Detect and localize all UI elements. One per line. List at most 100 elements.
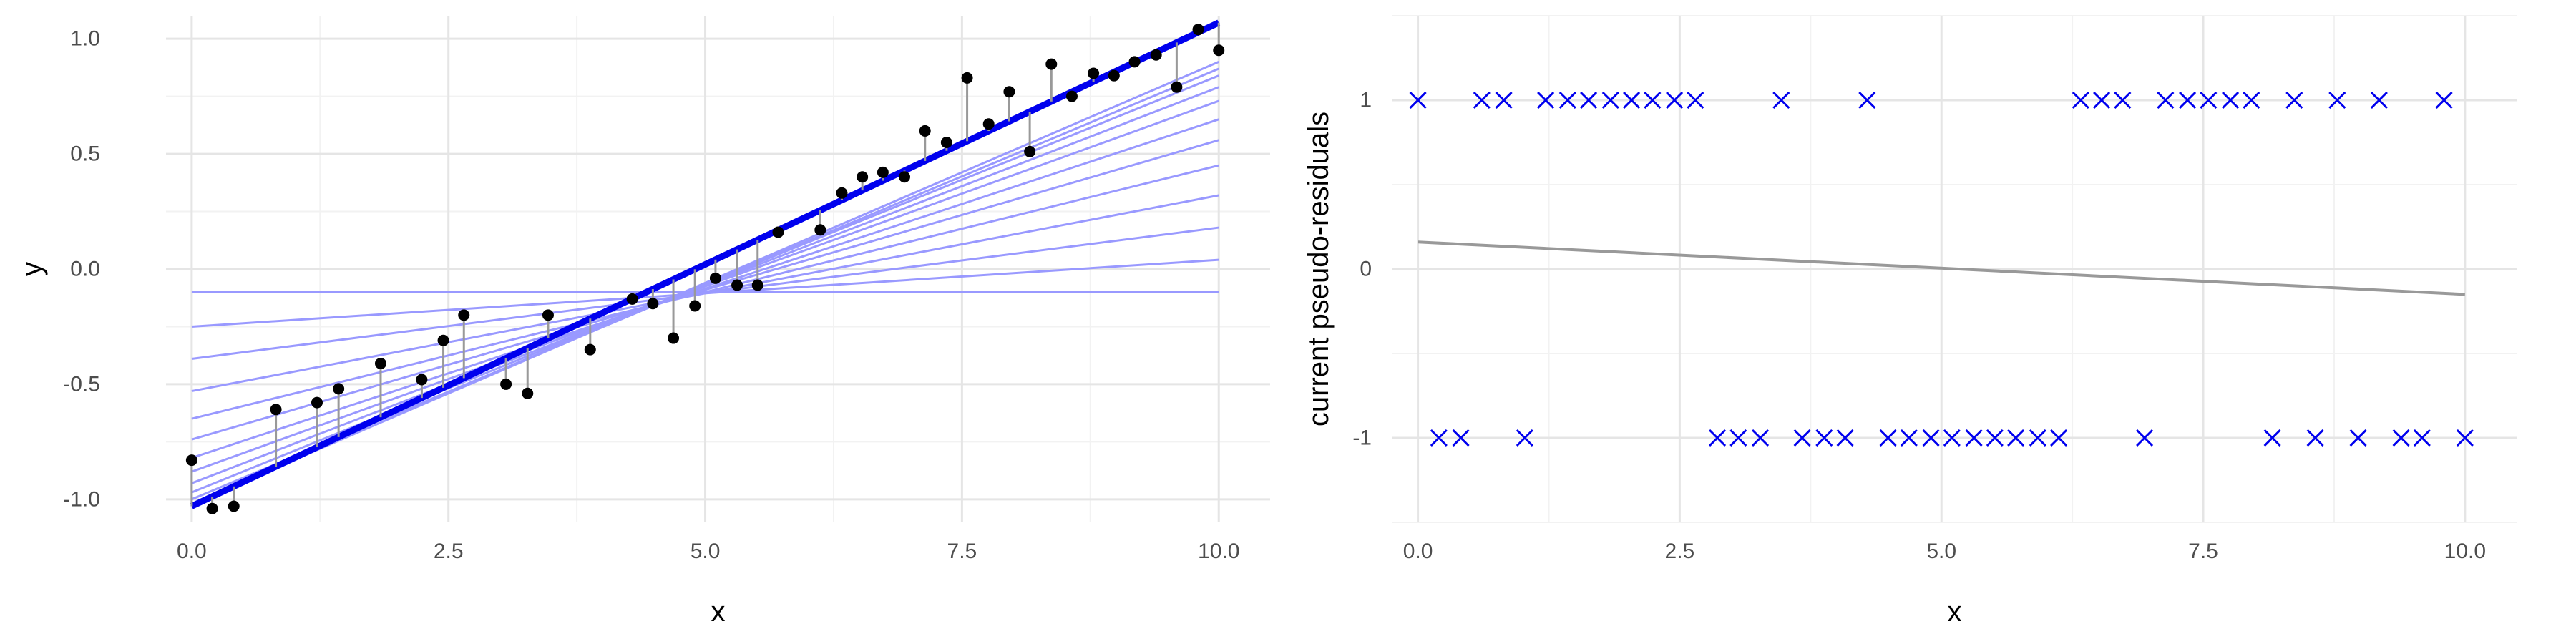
residual-point [1922,429,1940,447]
residual-point [2050,429,2068,447]
left-y-tick-label: 0.0 [70,258,100,281]
residual-point [1900,429,1918,447]
data-point [437,334,449,346]
residual-point [2456,429,2474,447]
data-point [374,357,386,369]
residual-point [1986,429,2004,447]
data-point [772,226,784,238]
residual-point [1965,429,1983,447]
data-point [500,378,512,390]
right-x-tick-label: 10.0 [2444,540,2486,563]
data-point [1171,81,1183,93]
left-y-tick-label: 0.5 [70,142,100,166]
residual-point [1752,429,1770,447]
left-y-tick-label: 1.0 [70,27,100,51]
data-point [522,387,534,399]
data-point [814,224,826,236]
right-x-tick-label: 7.5 [2188,540,2218,563]
residual-point [1666,91,1684,109]
residual-point [2007,429,2025,447]
right-y-tick-label: 0 [1360,258,1372,281]
data-point [1045,58,1058,70]
residual-point [1943,429,1961,447]
right-tick-labels: 0.0 2.5 5.0 7.5 10.0 -1 0 1 [1352,89,2486,564]
data-point [1128,56,1141,68]
residual-point [2114,91,2132,109]
data-point [416,374,428,386]
residual-point [1452,429,1470,447]
residual-point [1495,91,1513,109]
residual-point [1537,91,1555,109]
residual-point [1729,429,1747,447]
data-point [961,72,973,84]
residual-point [1623,91,1641,109]
residual-point [1815,429,1833,447]
right-y-axis-title: current pseudo-residuals [1303,112,1335,426]
left-panel-regression-fit: 0.0 2.5 5.0 7.5 10.0 -1.0 -0.5 0.0 0.5 1.0 x y [16,16,1270,628]
data-point [668,332,680,344]
data-point [689,300,701,312]
data-point [228,500,240,512]
left-x-tick-label: 5.0 [691,540,721,563]
data-point [1024,145,1036,157]
residual-point [2093,91,2111,109]
residual-point [2029,429,2046,447]
data-point [731,279,743,291]
residual-point [2136,429,2154,447]
residual-point [1687,91,1704,109]
residual-point [1580,91,1598,109]
data-point [584,343,596,356]
left-tick-labels: 0.0 2.5 5.0 7.5 10.0 -1.0 -0.5 0.0 0.5 1.0 [63,27,1239,563]
data-point [1088,67,1100,79]
residual-point [1516,429,1533,447]
data-point [1065,90,1078,102]
data-point [1003,86,1015,98]
residual-point [2306,429,2324,447]
data-point [857,171,869,183]
residual-point [2435,91,2453,109]
data-point [1213,44,1225,57]
left-y-axis-title: y [16,262,48,276]
left-grid [166,16,1270,522]
residual-point [1709,429,1727,447]
left-residual-segments [190,22,1220,509]
pseudo-residual-fit-line [1418,240,2465,296]
left-x-tick-label: 2.5 [434,540,464,563]
fit-line-5 [191,164,1219,420]
fit-line-12 [191,60,1219,505]
data-point [709,272,721,284]
residual-point [1601,91,1619,109]
right-y-tick-label: 1 [1360,89,1372,112]
right-fit-line [1418,240,2465,296]
right-y-tick-label: -1 [1352,426,1372,450]
residual-point [2179,91,2197,109]
right-x-tick-label: 5.0 [1926,540,1956,563]
fit-line-4 [191,194,1219,393]
fit-line-6 [191,139,1219,441]
right-x-tick-label: 2.5 [1665,540,1695,563]
final-fit-line [190,19,1221,509]
residual-point [2243,91,2260,109]
residual-point [1793,429,1811,447]
left-fit-lines [190,19,1221,509]
data-point [877,166,889,178]
right-x-axis-title: x [1948,596,1962,628]
residual-point [1644,91,1662,109]
data-point [751,279,763,291]
residual-point [1409,91,1427,109]
residual-point [2349,429,2367,447]
data-point [311,396,323,409]
data-point [270,404,282,416]
data-point [1150,49,1162,61]
data-point [982,118,995,130]
residual-point [2222,91,2240,109]
residual-point [2263,429,2281,447]
data-point [1192,24,1204,36]
data-point [919,125,931,137]
data-point [206,502,218,514]
left-x-tick-label: 7.5 [947,540,977,563]
residual-point [2157,91,2175,109]
data-point [899,171,911,183]
left-x-axis-title: x [711,596,726,628]
residual-point [2413,429,2431,447]
